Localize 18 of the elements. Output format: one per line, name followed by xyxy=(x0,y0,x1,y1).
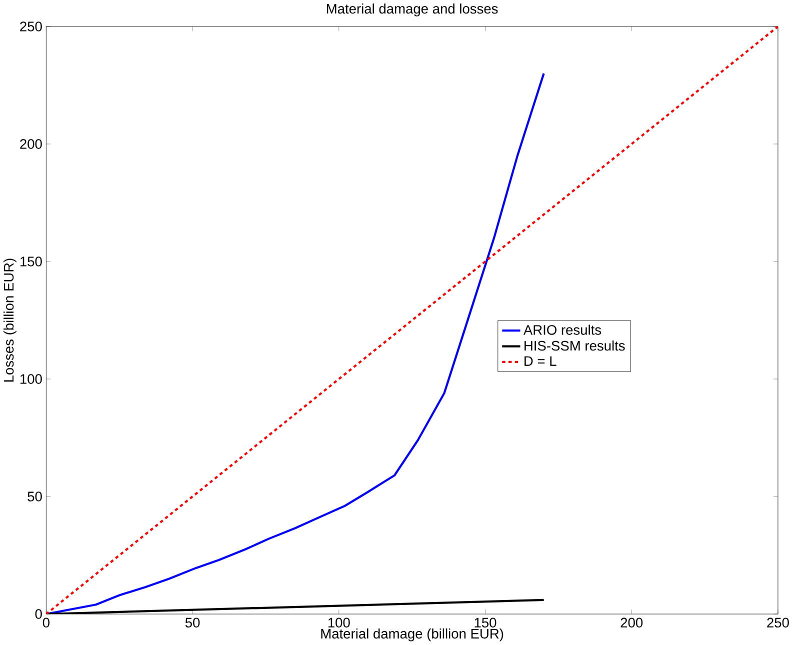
x-tick-label: 250 xyxy=(767,618,789,628)
y-tick-label: 250 xyxy=(20,22,42,32)
x-axis-title: Material damage (billion EUR) xyxy=(321,628,504,642)
legend-label: D = L xyxy=(524,356,556,366)
y-tick-label: 100 xyxy=(20,374,42,384)
x-tick-label: 100 xyxy=(328,618,350,628)
x-tick-label: 150 xyxy=(474,618,496,628)
y-axis-title: Losses (billion EUR) xyxy=(4,258,16,382)
x-tick-label: 200 xyxy=(620,618,643,628)
legend-label: HIS-SSM results xyxy=(524,340,625,351)
y-tick-label: 50 xyxy=(28,492,42,502)
legend-label: ARIO results xyxy=(523,324,602,335)
chart-title: Material damage and losses xyxy=(326,4,498,16)
y-tick-label: 0 xyxy=(35,609,42,619)
y-tick-label: 150 xyxy=(20,256,42,266)
x-tick-label: 0 xyxy=(42,618,50,628)
y-tick-label: 200 xyxy=(20,139,42,149)
x-tick-label: 50 xyxy=(185,618,200,628)
